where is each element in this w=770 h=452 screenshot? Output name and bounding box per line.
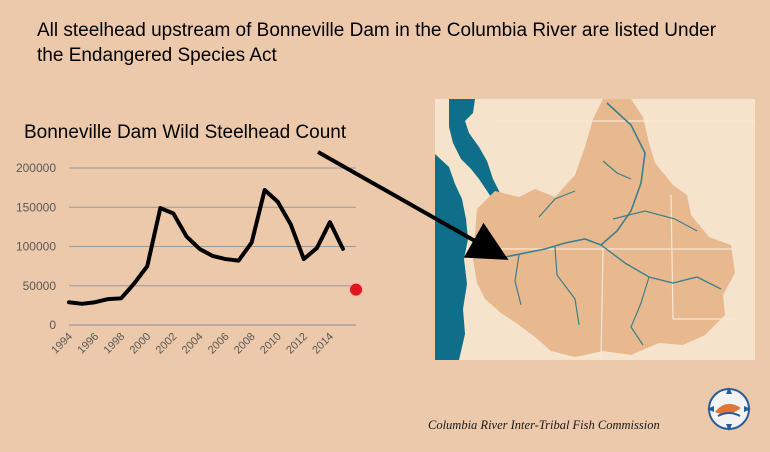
x-tick-label: 2000 [128,331,154,357]
x-tick-label: 2010 [258,331,284,357]
tributary-river [612,210,698,232]
y-tick-label: 100000 [16,240,56,254]
x-tick-label: 2004 [180,331,206,357]
series-line [67,187,345,306]
x-tick-label: 2014 [310,331,336,357]
columbia-basin-land [473,99,735,357]
highlight-points [349,282,363,297]
tributary-river [630,276,650,346]
x-axis-ticks: 1994 1996 1998 2000 2002 2004 2006 2008 2010 2012… [49,331,336,357]
x-tick-label: 2002 [154,331,180,357]
state-boundary-line [670,194,735,320]
willamette-river [514,254,522,306]
x-tick-label: 2008 [232,331,258,357]
tributary-river [538,190,576,218]
critfc-logo-icon [707,387,751,431]
y-tick-label: 200000 [16,161,56,175]
snake-river [600,244,722,290]
slide-title: All steelhead upstream of Bonneville Dam… [37,20,717,66]
x-tick-label: 2006 [206,331,232,357]
x-tick-label: 1996 [75,331,101,357]
deschutes-river [554,246,580,326]
highlight-point [349,282,363,297]
y-axis-ticks: 0 50000 100000 150000 200000 [16,161,56,332]
gridlines [69,167,356,326]
y-tick-label: 0 [49,318,56,332]
x-tick-label: 1998 [102,331,128,357]
columbia-basin-map [435,99,755,360]
tributary-river [602,160,632,180]
y-tick-label: 150000 [16,200,56,214]
state-boundary-line [600,248,604,360]
footer-credit: Columbia River Inter-Tribal Fish Commiss… [428,418,660,432]
y-tick-label: 50000 [23,279,57,293]
chart-title: Bonneville Dam Wild Steelhead Count [24,122,347,143]
x-tick-label: 1994 [49,331,75,357]
x-tick-label: 2012 [284,331,310,357]
